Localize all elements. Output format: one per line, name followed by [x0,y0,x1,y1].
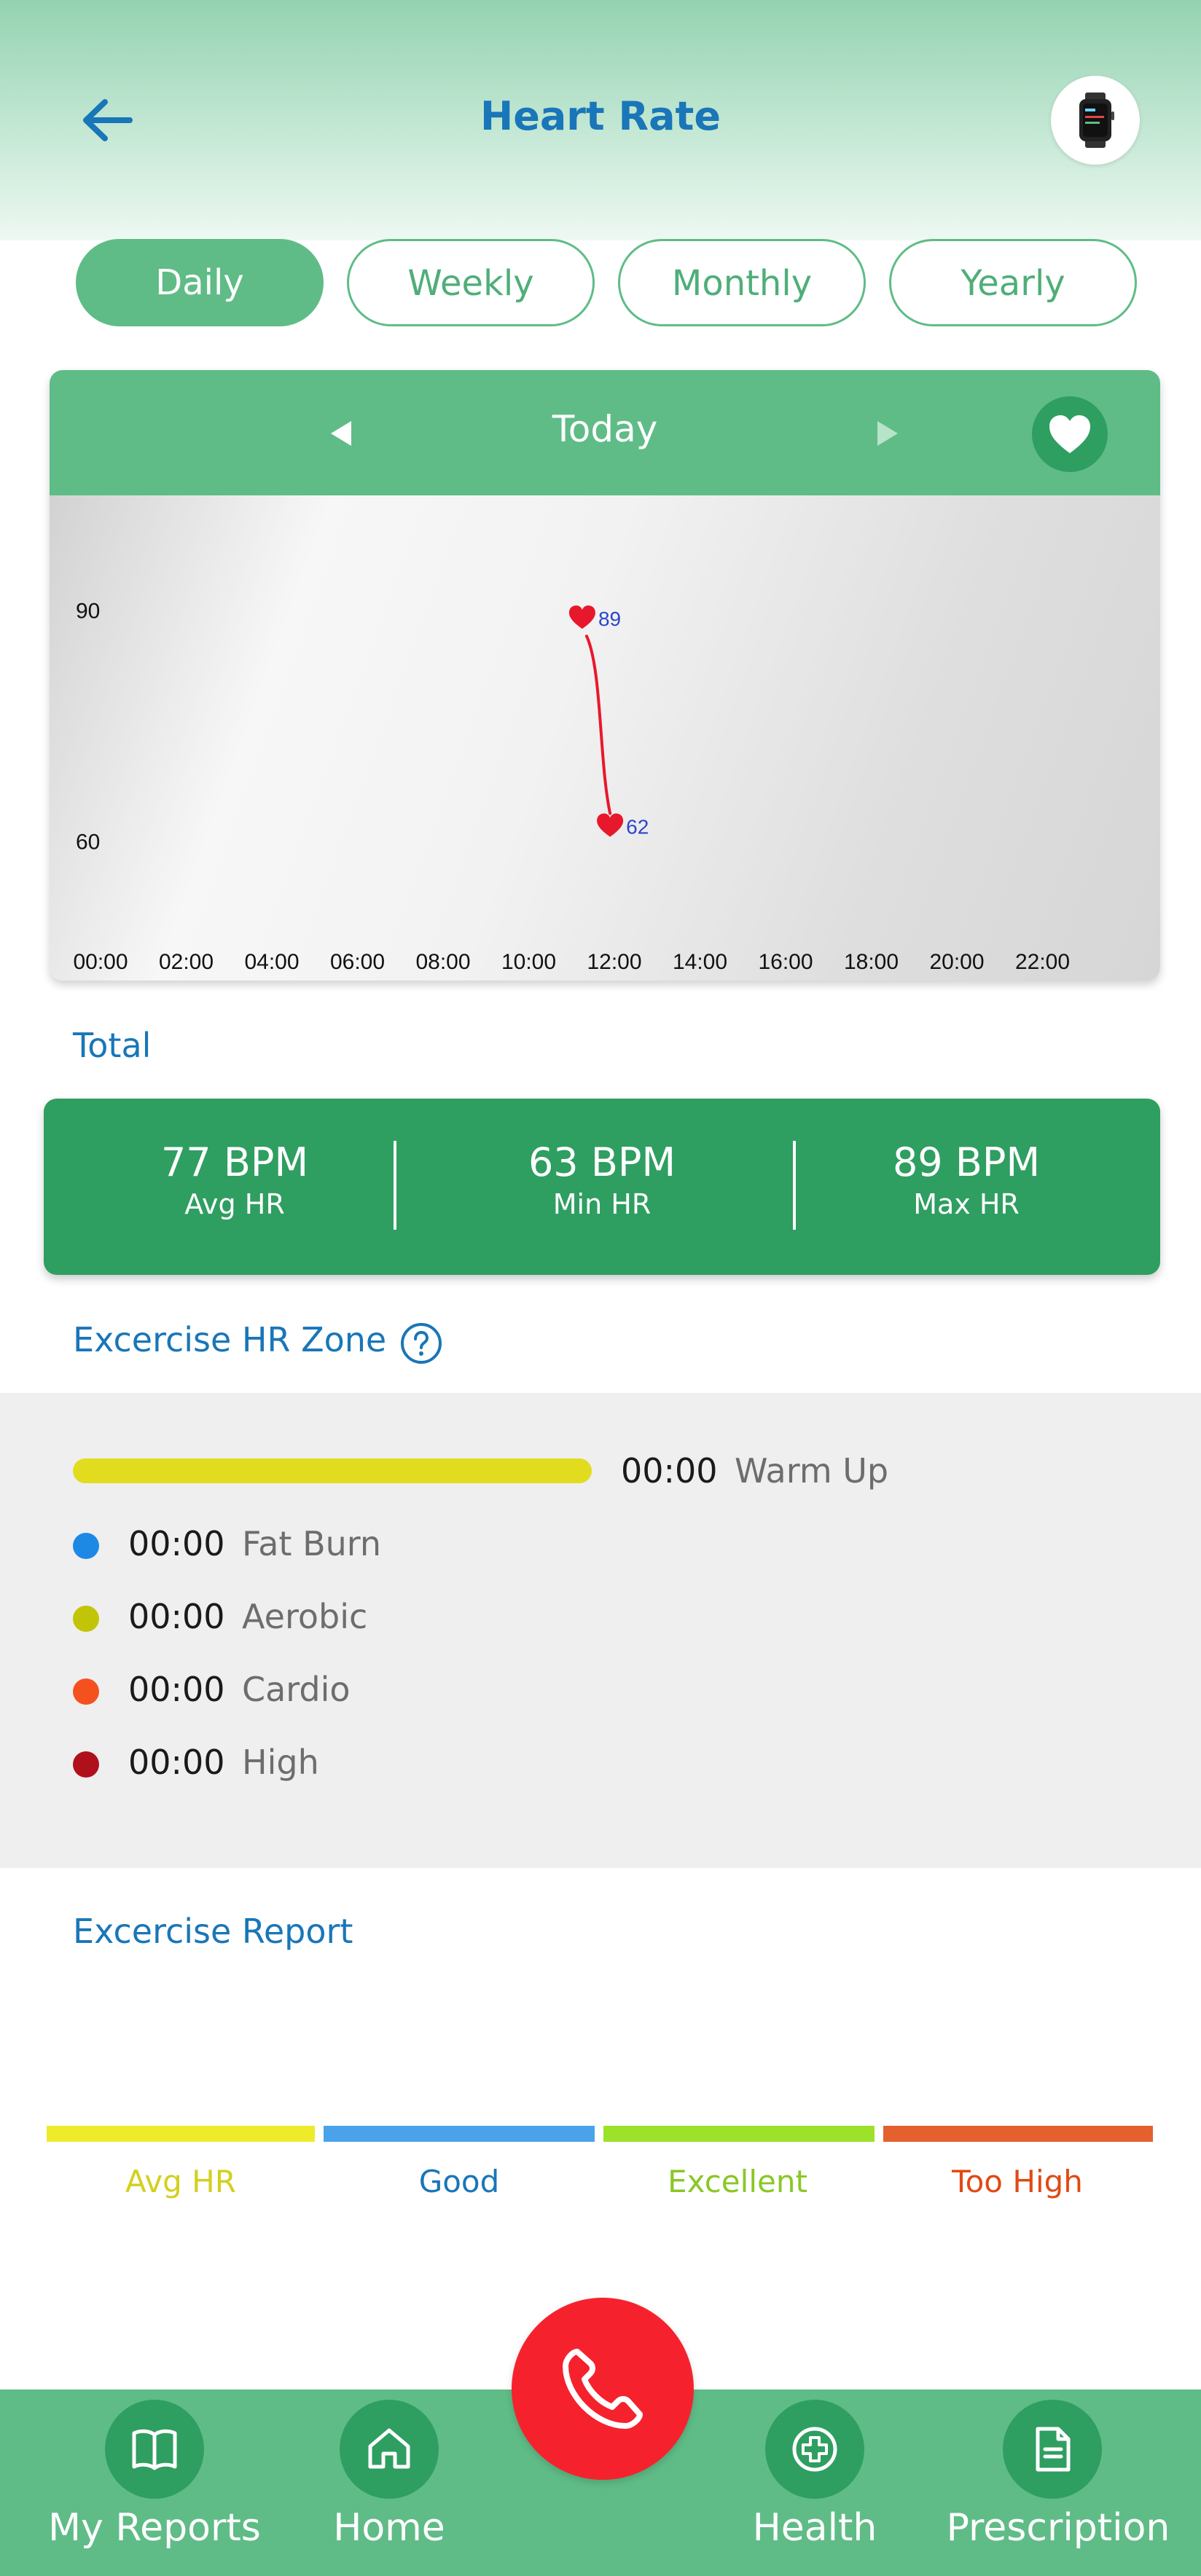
fat-burn-label: Fat Burn [242,1524,382,1563]
phone-icon [563,2349,643,2429]
good-legend-bar [324,2126,595,2142]
heart-rate-line-chart: 90 60 00:00 02:00 04:00 06:00 08:00 10:00 12:00 1… [73,600,1070,974]
nav-prescription-label[interactable]: Prescription [946,2506,1170,2550]
triangle-left-icon [331,421,351,446]
excellent-legend-bar [603,2126,875,2142]
series-line [584,635,612,815]
max-hr-stat: 89 BPM Max HR [821,1139,1112,1220]
tab-daily[interactable]: Daily [76,239,324,326]
aerobic-dot [73,1606,99,1632]
hr-zone-section-title: Excercise HR Zone [73,1320,387,1359]
emergency-call-button[interactable] [512,2298,694,2480]
data-point-label: 89 [598,608,621,630]
medical-cross-icon [792,2427,837,2472]
triangle-right-icon [877,421,898,446]
x-tick-label: 20:00 [929,950,984,974]
arrow-left-icon [83,99,133,141]
high-label: High [242,1743,319,1782]
x-tick-label: 22:00 [1015,950,1070,974]
nav-home-label[interactable]: Home [333,2506,445,2550]
avg-hr-label: Avg HR [184,1188,285,1220]
device-avatar[interactable] [1051,76,1140,165]
heart-point-marker [568,605,595,629]
data-point-label: 62 [626,816,649,839]
fat-burn-dot [73,1533,99,1559]
exercise-report-section-title: Excercise Report [73,1912,353,1951]
heart-point-marker [597,813,624,837]
stat-divider [793,1141,796,1230]
avg-hr-value: 77 BPM [160,1139,309,1185]
nav-health-label[interactable]: Health [752,2506,877,2550]
max-hr-value: 89 BPM [892,1139,1041,1185]
high-dot [73,1751,99,1778]
heart-button[interactable] [1032,396,1108,472]
nav-my-reports[interactable] [105,2400,204,2499]
x-tick-label: 14:00 [673,950,727,974]
heart-rate-chart-card: Today 90 60 00:00 02:00 04:00 06:00 08:00 10:00… [50,370,1160,981]
min-hr-label: Min HR [552,1188,652,1220]
document-icon [1036,2427,1071,2472]
too-high-legend-label: Too High [952,2164,1083,2199]
cardio-time: 00:00 [128,1670,225,1709]
x-tick-label: 02:00 [159,950,214,974]
heart-icon [1049,415,1090,453]
good-legend-label: Good [418,2164,500,2199]
stat-divider [394,1141,396,1230]
next-day-button[interactable] [858,408,917,459]
too-high-legend-bar [883,2126,1153,2142]
tab-yearly[interactable]: Yearly [889,239,1137,326]
tab-weekly[interactable]: Weekly [347,239,595,326]
total-section-title: Total [73,1026,152,1065]
chart-area: 90 60 00:00 02:00 04:00 06:00 08:00 10:00 12:00 1… [50,495,1160,981]
warm-up-label: Warm Up [735,1451,889,1491]
aerobic-time: 00:00 [128,1597,225,1636]
nav-prescription[interactable] [1003,2400,1102,2499]
max-hr-label: Max HR [913,1188,1020,1220]
y-tick-label: 90 [76,600,100,624]
x-tick-label: 18:00 [844,950,899,974]
hr-zone-help-button[interactable] [399,1322,443,1365]
total-stats-card: 77 BPM Avg HR 63 BPM Min HR 89 BPM Max H… [44,1099,1160,1275]
warm-up-bar [73,1458,592,1483]
home-icon [368,2428,410,2469]
avg-hr-legend-bar [47,2126,315,2142]
nav-my-reports-label[interactable]: My Reports [48,2506,261,2550]
fat-burn-time: 00:00 [128,1524,225,1563]
excellent-legend-label: Excellent [668,2164,807,2199]
x-tick-label: 04:00 [244,950,299,974]
x-tick-label: 00:00 [73,950,128,974]
tab-monthly[interactable]: Monthly [618,239,866,326]
page-title: Heart Rate [480,93,721,139]
x-tick-label: 16:00 [758,950,813,974]
previous-day-button[interactable] [312,408,370,459]
smartwatch-icon [1079,93,1114,148]
x-tick-label: 08:00 [415,950,470,974]
chart-day-label: Today [552,408,658,450]
back-button[interactable] [73,87,146,153]
hr-zone-panel: 00:00 Warm Up 00:00 Fat Burn 00:00 Aerob… [0,1393,1201,1868]
avg-hr-stat: 77 BPM Avg HR [89,1139,380,1220]
warm-up-time: 00:00 [621,1451,718,1491]
nav-health[interactable] [765,2400,864,2499]
cardio-label: Cardio [242,1670,351,1709]
aerobic-label: Aerobic [242,1597,368,1636]
app-header: Heart Rate [0,0,1201,240]
nav-home[interactable] [340,2400,439,2499]
high-time: 00:00 [128,1743,225,1782]
question-circle-icon [401,1323,442,1364]
x-tick-label: 12:00 [587,950,641,974]
y-tick-label: 60 [76,830,100,855]
x-tick-label: 06:00 [330,950,385,974]
min-hr-value: 63 BPM [528,1139,676,1185]
min-hr-stat: 63 BPM Min HR [456,1139,748,1220]
cardio-dot [73,1678,99,1705]
chart-header: Today [50,370,1160,495]
x-tick-label: 10:00 [501,950,556,974]
book-icon [132,2429,177,2470]
avg-hr-legend-label: Avg HR [125,2164,236,2199]
